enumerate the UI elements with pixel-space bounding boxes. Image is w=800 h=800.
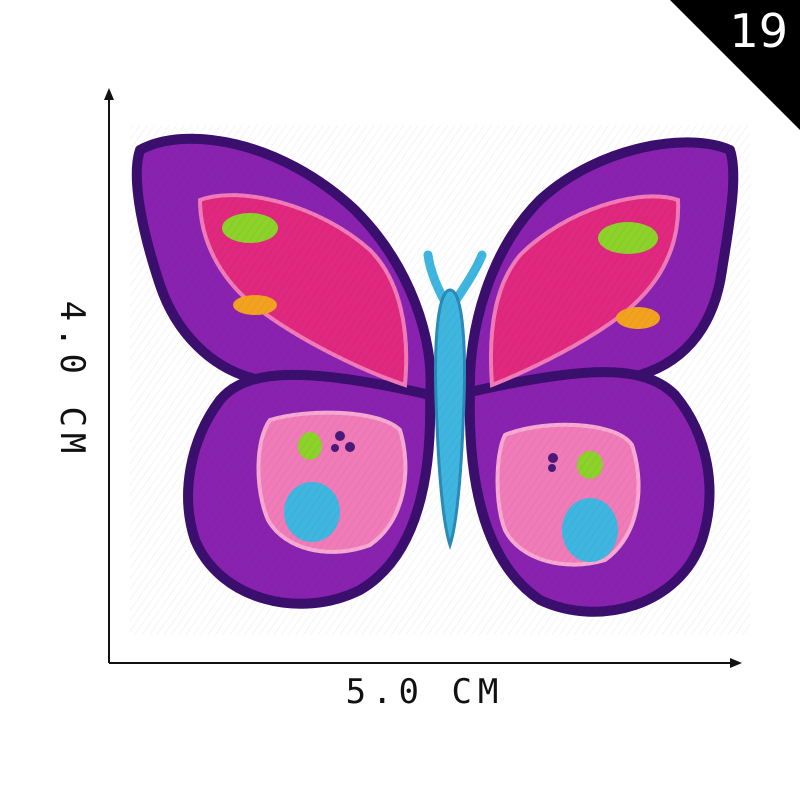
left-green-spot xyxy=(222,213,278,243)
right-green-spot xyxy=(598,222,658,254)
antenna-left xyxy=(423,250,449,305)
left-dot-3 xyxy=(331,444,339,452)
horizontal-axis-arrow xyxy=(730,658,742,668)
left-dot-1 xyxy=(335,431,345,441)
left-blue-spot xyxy=(284,482,340,542)
antenna-right xyxy=(451,250,487,305)
right-lower-green-spot xyxy=(577,451,603,479)
right-blue-spot xyxy=(562,498,618,562)
right-dot-2 xyxy=(548,464,556,472)
left-dot-2 xyxy=(345,442,355,452)
corner-badge xyxy=(670,0,800,130)
right-orange-spot xyxy=(616,307,660,329)
right-dot-1 xyxy=(548,453,558,463)
width-label: 5.0 CM xyxy=(345,672,505,712)
left-orange-spot xyxy=(233,295,277,315)
vertical-axis-arrow xyxy=(104,88,114,100)
butterfly-body xyxy=(434,288,466,550)
left-lower-green-spot xyxy=(298,432,322,460)
badge-number: 19 xyxy=(729,4,788,58)
